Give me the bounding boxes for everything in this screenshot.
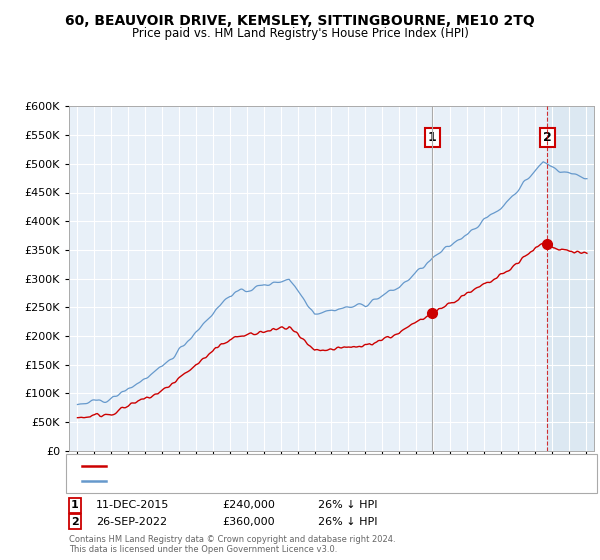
Bar — [547, 106, 594, 451]
Text: 26% ↓ HPI: 26% ↓ HPI — [318, 500, 377, 510]
Text: 1: 1 — [71, 500, 79, 510]
Text: Contains HM Land Registry data © Crown copyright and database right 2024.
This d: Contains HM Land Registry data © Crown c… — [69, 535, 395, 554]
Text: £240,000: £240,000 — [222, 500, 275, 510]
Text: 26% ↓ HPI: 26% ↓ HPI — [318, 517, 377, 527]
Text: 1: 1 — [428, 131, 437, 144]
Text: 2: 2 — [71, 517, 79, 527]
Text: 11-DEC-2015: 11-DEC-2015 — [96, 500, 169, 510]
Bar — [432, 106, 547, 451]
Text: 2: 2 — [543, 131, 551, 144]
Text: HPI: Average price, detached house, Swale: HPI: Average price, detached house, Swal… — [112, 475, 326, 486]
Text: Price paid vs. HM Land Registry's House Price Index (HPI): Price paid vs. HM Land Registry's House … — [131, 27, 469, 40]
Text: £360,000: £360,000 — [222, 517, 275, 527]
Text: 60, BEAUVOIR DRIVE, KEMSLEY, SITTINGBOURNE, ME10 2TQ: 60, BEAUVOIR DRIVE, KEMSLEY, SITTINGBOUR… — [65, 14, 535, 28]
Bar — [69, 106, 432, 451]
Text: 26-SEP-2022: 26-SEP-2022 — [96, 517, 167, 527]
Text: 60, BEAUVOIR DRIVE, KEMSLEY, SITTINGBOURNE, ME10 2TQ (detached house): 60, BEAUVOIR DRIVE, KEMSLEY, SITTINGBOUR… — [112, 461, 504, 471]
